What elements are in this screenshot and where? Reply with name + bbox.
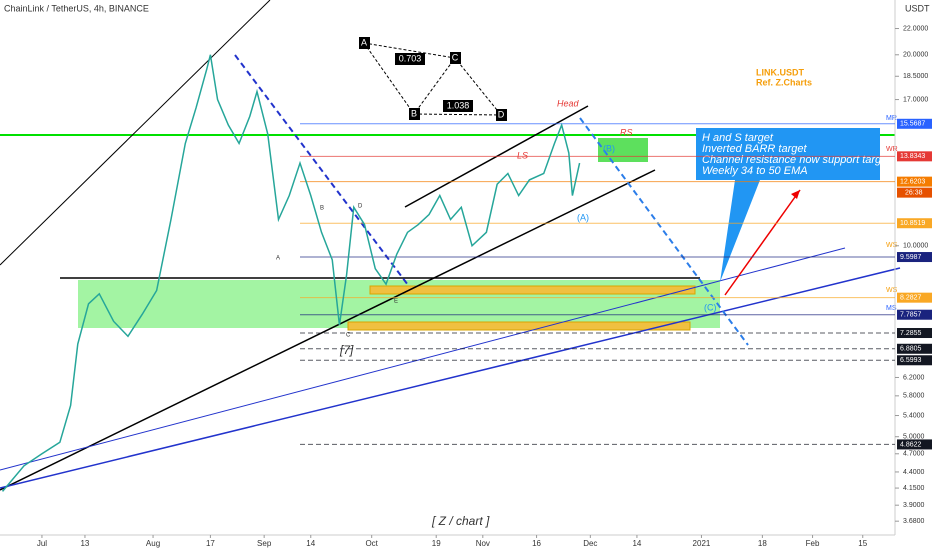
wave: (B) — [603, 143, 615, 153]
level-box — [897, 439, 932, 450]
level-label: 13.8343 — [900, 153, 925, 160]
harmonic-point: D — [498, 109, 505, 119]
level-box — [897, 118, 932, 129]
level-box — [897, 343, 932, 354]
level-box — [897, 176, 932, 187]
level-label: 4.8622 — [900, 441, 922, 448]
x-tick-label: Sep — [257, 539, 272, 548]
level-tag: WR — [886, 146, 898, 153]
head: Head — [557, 98, 580, 108]
x-tick-label: Jul — [37, 539, 47, 548]
x-tick-label: 2021 — [693, 539, 711, 548]
level-label: 8.2827 — [900, 295, 922, 302]
timer-box — [897, 187, 932, 198]
level-box — [897, 328, 932, 339]
price-line — [1, 54, 581, 492]
level-label: 9.5987 — [900, 254, 922, 261]
footer: [ Z / chart ] — [431, 514, 490, 528]
y-tick-label: 20.0000 — [903, 52, 928, 59]
level-box — [897, 292, 932, 303]
harmonic-point: B — [411, 108, 417, 118]
y-tick-label: 5.4000 — [903, 412, 925, 419]
wave: (C) — [704, 302, 717, 312]
x-tick-label: 19 — [432, 539, 441, 548]
y-tick-label: 3.9000 — [903, 502, 925, 509]
x-tick-label: 14 — [306, 539, 315, 548]
harmonic-ratio: 1.038 — [447, 100, 470, 110]
harmonic-ratio: 0.703 — [399, 53, 422, 63]
level-label: 10.8519 — [900, 220, 925, 227]
x-tick-label: 16 — [532, 539, 541, 548]
note: Inverted BARR target — [702, 143, 807, 155]
abcde: D — [358, 204, 363, 210]
x-tick-label: 18 — [758, 539, 767, 548]
x-tick-label: 14 — [632, 539, 641, 548]
symbol: LINK.USDT — [756, 67, 804, 77]
y-tick-label: 4.1500 — [903, 485, 925, 492]
abcde: A — [276, 256, 280, 262]
y-tick-label: 4.7000 — [903, 451, 925, 458]
abcde: B — [320, 206, 324, 212]
y-tick-label: 6.2000 — [903, 374, 925, 381]
wave: (A) — [577, 212, 589, 222]
level-box — [897, 218, 932, 229]
timer: 26:38 — [905, 189, 923, 196]
y-tick-label: 5.8000 — [903, 393, 925, 400]
y-tick-label: 22.0000 — [903, 25, 928, 32]
x-tick-label: 15 — [858, 539, 867, 548]
harmonic-point: C — [452, 52, 459, 62]
x-tick-label: Feb — [806, 539, 820, 548]
level-tag: WS — [886, 287, 898, 294]
level-label: 12.6203 — [900, 178, 925, 185]
y-tick-label: 18.5000 — [903, 73, 928, 80]
note: H and S target — [702, 132, 774, 144]
y-tick-label: 10.0000 — [903, 243, 928, 250]
y-tick-label: 4.4000 — [903, 469, 925, 476]
level-label: 15.5687 — [900, 121, 925, 128]
level-tag: MR — [886, 115, 897, 122]
note: Channel resistance now support target — [702, 154, 891, 166]
rs: RS — [620, 127, 633, 137]
harmonic-point: A — [361, 37, 367, 47]
x-tick-label: 17 — [206, 539, 215, 548]
abcde: C — [346, 333, 351, 339]
level-label: 7.7857 — [900, 312, 922, 319]
level-box — [897, 309, 932, 320]
level-label: 6.5993 — [900, 357, 922, 364]
level-tag: WS — [886, 242, 898, 249]
y-tick-label: 17.0000 — [903, 96, 928, 103]
ls: LS — [517, 150, 528, 160]
level-tag: MS — [886, 305, 897, 312]
decor — [0, 0, 901, 491]
level-box — [897, 252, 932, 263]
x-tick-label: Nov — [476, 539, 490, 548]
level-label: 7.2855 — [900, 330, 922, 337]
note: Weekly 34 to 50 EMA — [702, 165, 808, 177]
currency: USDT — [905, 3, 930, 13]
y-tick-label: 5.0000 — [903, 434, 925, 441]
y-tick-label: 3.6800 — [903, 518, 925, 525]
x-tick-label: Oct — [365, 539, 378, 548]
level-label: 6.8805 — [900, 346, 922, 353]
count: [7] — [339, 343, 354, 357]
abcde: E — [394, 299, 398, 305]
harmonic — [359, 37, 507, 121]
x-tick-label: Aug — [146, 539, 160, 548]
level-box — [897, 151, 932, 162]
x-tick-label: Dec — [583, 539, 597, 548]
chart-title: ChainLink / TetherUS, 4h, BINANCE — [4, 3, 149, 13]
ref: Ref. Z.Charts — [756, 77, 812, 87]
level-box — [897, 355, 932, 366]
x-tick-label: 13 — [80, 539, 89, 548]
